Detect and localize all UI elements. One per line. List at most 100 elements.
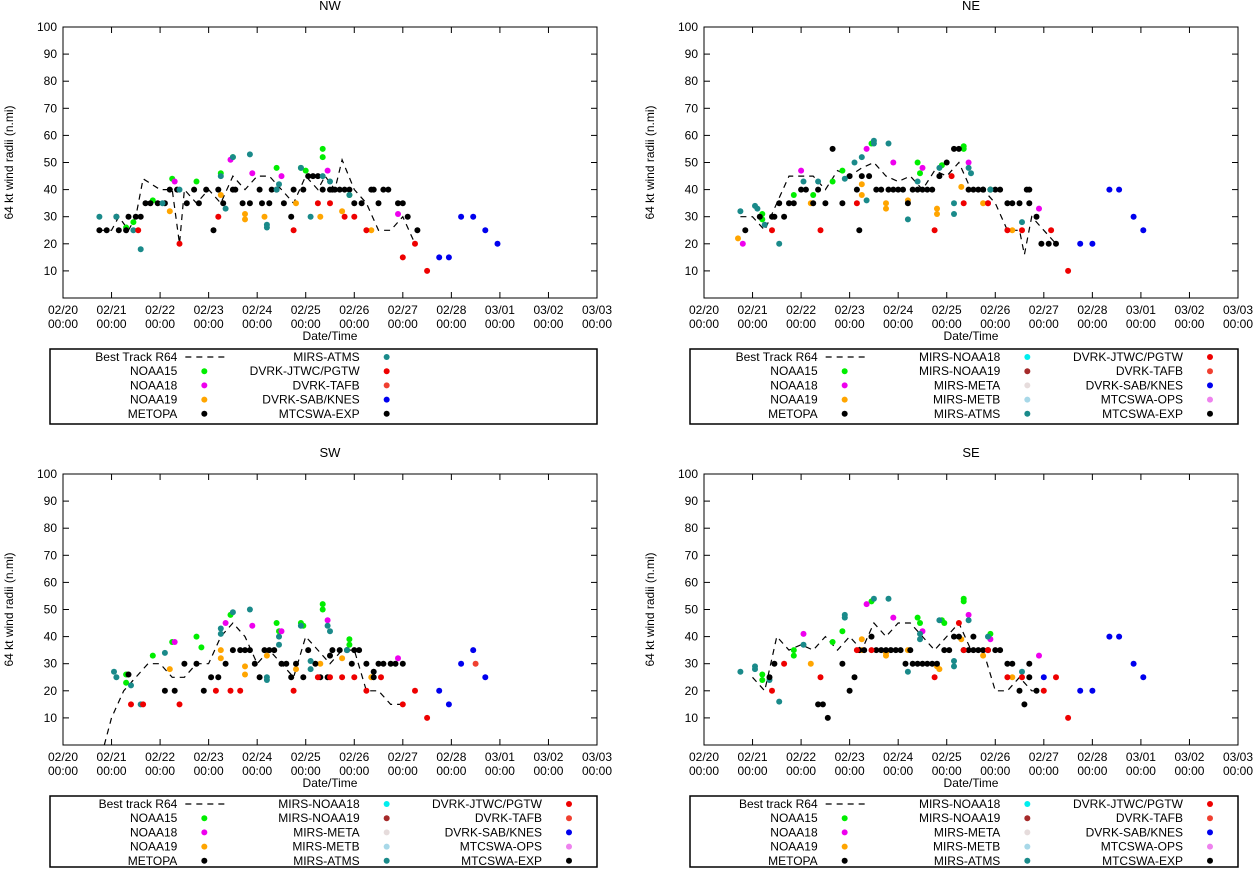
data-point — [123, 227, 130, 234]
y-tick-label: 10 — [44, 711, 58, 725]
x-tick-label-time: 00:00 — [436, 764, 466, 778]
data-point — [363, 660, 370, 667]
data-point — [815, 701, 822, 708]
x-axis-label: Date/Time — [303, 329, 358, 343]
data-point — [356, 647, 363, 654]
data-point — [815, 186, 822, 193]
series-dvrk-sab-knes — [436, 213, 501, 261]
data-point — [907, 647, 914, 654]
series-dvrk-sab-knes — [436, 647, 489, 708]
y-tick-label: 100 — [678, 20, 698, 34]
data-point — [997, 647, 1004, 654]
data-point — [212, 687, 219, 694]
data-point — [968, 170, 974, 177]
data-point — [395, 200, 401, 207]
x-tick-label-date: 02/22 — [786, 750, 816, 764]
data-point — [737, 208, 744, 215]
data-point — [183, 200, 190, 207]
data-point — [302, 167, 309, 174]
data-point — [839, 628, 846, 635]
legend-swatch-dot — [1024, 410, 1031, 417]
data-point — [399, 660, 406, 667]
data-point — [358, 200, 365, 207]
data-point — [917, 620, 923, 626]
y-tick-label: 100 — [678, 467, 698, 481]
data-point — [375, 200, 382, 207]
data-point — [766, 674, 773, 681]
data-point — [807, 660, 814, 667]
best-track-line — [740, 161, 1057, 255]
data-point — [293, 200, 299, 207]
data-point — [992, 186, 999, 193]
series-noaa19 — [807, 636, 1016, 681]
x-tick-label-time: 00:00 — [242, 764, 272, 778]
y-tick-label: 30 — [44, 210, 58, 224]
data-point — [319, 154, 326, 161]
data-point — [985, 200, 991, 207]
data-point — [1021, 701, 1028, 708]
x-tick-label-time: 00:00 — [1077, 764, 1107, 778]
data-point — [424, 267, 431, 274]
data-point — [841, 614, 848, 621]
x-tick-label-date: 02/24 — [242, 750, 272, 764]
y-axis-label: 64 kt wind radii (n.mi) — [643, 105, 657, 219]
data-point — [327, 628, 333, 635]
legend-swatch-dot — [383, 801, 390, 807]
data-point — [829, 639, 836, 645]
data-point — [902, 660, 909, 667]
data-point — [1065, 267, 1072, 274]
data-point — [951, 658, 957, 664]
data-point — [237, 647, 244, 654]
legend-label: Best track R64 — [739, 797, 818, 811]
x-tick-label-time: 00:00 — [1223, 317, 1253, 331]
data-point — [790, 647, 797, 654]
data-point — [1019, 227, 1025, 234]
legend-label: MTCSWA-EXP — [1102, 407, 1183, 421]
legend-label: MIRS-NOAA19 — [919, 364, 1001, 378]
data-point — [1130, 660, 1137, 667]
y-tick-label: 30 — [685, 210, 699, 224]
y-tick-label: 40 — [44, 630, 58, 644]
x-tick-label-time: 00:00 — [485, 764, 515, 778]
x-tick-label-time: 00:00 — [689, 764, 719, 778]
legend-swatch-dot — [1207, 354, 1213, 360]
data-point — [873, 186, 880, 193]
x-tick-label-date: 03/02 — [533, 303, 563, 317]
data-point — [227, 687, 234, 694]
x-tick-label-date: 02/28 — [1077, 303, 1107, 317]
data-point — [327, 674, 333, 681]
data-point — [395, 655, 401, 662]
data-point — [1116, 633, 1123, 640]
data-point — [941, 647, 948, 654]
y-tick-label: 80 — [685, 521, 699, 535]
legend-box — [49, 348, 598, 425]
data-point — [897, 647, 904, 654]
data-point — [159, 200, 166, 207]
legend-label: METOPA — [128, 854, 178, 868]
y-axis-label: 64 kt wind radii (n.mi) — [2, 552, 16, 666]
data-point — [271, 647, 278, 654]
y-tick-label: 40 — [685, 183, 699, 197]
data-point — [1038, 240, 1045, 247]
data-point — [781, 660, 788, 667]
data-point — [193, 660, 200, 667]
data-point — [929, 660, 936, 667]
x-tick-label-time: 00:00 — [97, 317, 127, 331]
data-point — [858, 154, 865, 161]
data-point — [288, 213, 295, 220]
legend-label: DVRK-TAFB — [293, 378, 360, 392]
legend-swatch-dot — [201, 829, 208, 836]
legend-label: Best Track R64 — [95, 350, 177, 364]
legend-label: MIRS-ATMS — [293, 854, 359, 868]
data-point — [759, 677, 766, 683]
data-point — [149, 652, 156, 659]
y-tick-label: 20 — [44, 684, 58, 698]
y-tick-label: 20 — [44, 237, 58, 251]
legend-label: NOAA15 — [770, 364, 818, 378]
data-point — [256, 674, 263, 681]
data-point — [215, 674, 222, 681]
data-point — [261, 647, 268, 654]
data-point — [166, 666, 173, 673]
legend-label: DVRK-SAB/KNES — [1086, 825, 1183, 839]
data-point — [161, 687, 168, 694]
